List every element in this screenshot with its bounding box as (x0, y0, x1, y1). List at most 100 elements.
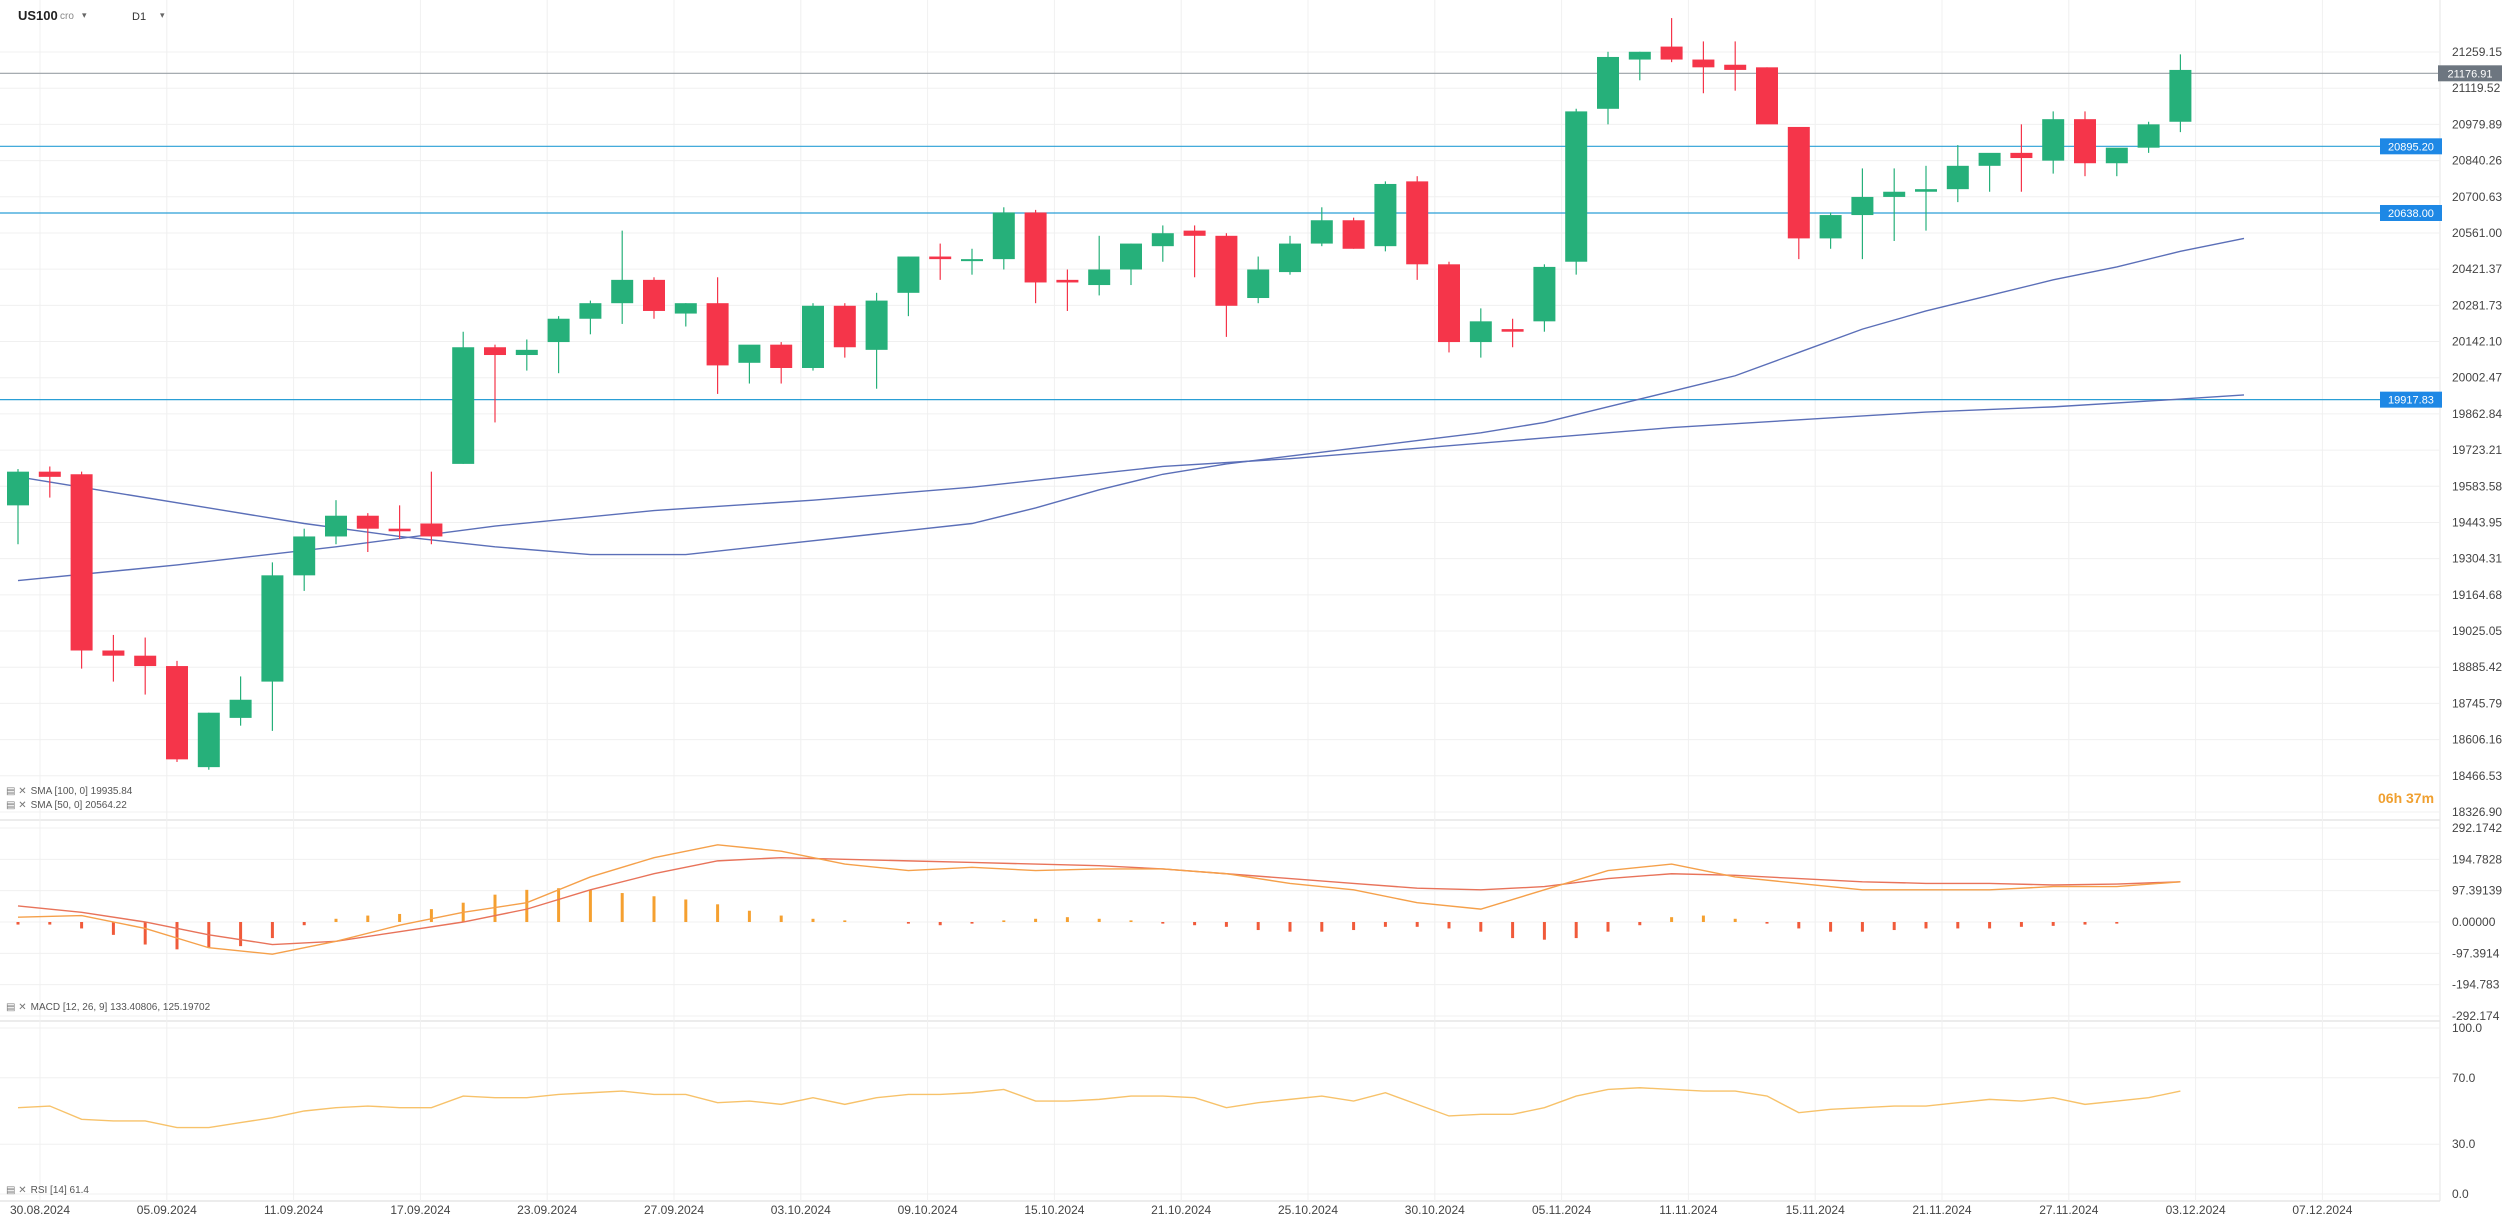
macd-y-tick-label: 0.00000 (2452, 915, 2496, 929)
candle-up (1978, 152, 2001, 166)
y-tick-label: 20840.26 (2452, 154, 2502, 168)
candle-down (1787, 126, 1810, 239)
candle-up (2137, 124, 2160, 148)
candle-down (2010, 152, 2033, 159)
y-tick-label: 20421.37 (2452, 262, 2502, 276)
candle-up (1851, 196, 1874, 216)
candle-down (1183, 230, 1206, 236)
legend-sma50[interactable]: ▤ ✕ SMA [50, 0] 20564.22 (6, 800, 127, 811)
candle-countdown: 06h 37m (2378, 790, 2435, 806)
candle-up (325, 515, 347, 537)
rsi-y-tick-label: 70.0 (2452, 1071, 2476, 1085)
y-axis: 21259.15 21119.52 20979.89 20840.26 20700.63… (2380, 45, 2502, 1201)
candle-down (166, 666, 188, 760)
legend-rsi[interactable]: ▤ ✕ RSI [14] 61.4 (6, 1185, 89, 1196)
y-tick-label: 18606.16 (2452, 733, 2502, 747)
macd-y-tick-label: 194.7828 (2452, 852, 2502, 866)
level-label-bg (2380, 138, 2442, 155)
candle-down (706, 303, 729, 366)
candle-down (70, 474, 93, 651)
y-tick-label: 20979.89 (2452, 117, 2502, 131)
candle-down (1056, 279, 1079, 283)
indicator-settings-icon[interactable]: ▤ ✕ (6, 1002, 27, 1013)
rsi-y-tick-label: 30.0 (2452, 1137, 2476, 1151)
indicator-settings-icon[interactable]: ▤ ✕ (6, 1185, 27, 1196)
x-tick-label: 09.10.2024 (898, 1203, 958, 1217)
candle-up (452, 347, 475, 464)
candle-up (197, 712, 220, 768)
y-tick-label: 18745.79 (2452, 696, 2502, 710)
candle-down (1215, 235, 1238, 306)
sma100-line (17, 394, 2245, 582)
candle-down (420, 523, 443, 537)
rsi-y-tick-label: 100.0 (2452, 1021, 2482, 1035)
candle-up (865, 300, 888, 350)
candle-up (1247, 269, 1270, 299)
sma50-line (17, 237, 2245, 556)
candle-up (1946, 165, 1969, 190)
x-tick-label: 05.11.2024 (1532, 1203, 1591, 1217)
x-tick-label: 03.10.2024 (771, 1203, 831, 1217)
legend-macd[interactable]: ▤ ✕ MACD [12, 26, 9] 133.40806, 125.19702 (6, 1002, 210, 1013)
candle-up (1469, 321, 1492, 343)
candle-up (1883, 191, 1906, 197)
timeframe-dropdown-icon[interactable]: ▾ (160, 10, 165, 20)
candle-up (1279, 243, 1301, 273)
macd-y-tick-label: -194.783 (2452, 978, 2500, 992)
candle-up (674, 303, 697, 314)
macd-y-tick-label: -97.3914 (2452, 946, 2500, 960)
candle-up (1565, 111, 1588, 262)
candle-down (1660, 46, 1683, 60)
candle-up (579, 303, 602, 319)
legend-sma100[interactable]: ▤ ✕ SMA [100, 0] 19935.84 (6, 786, 132, 797)
y-tick-label: 19304.31 (2452, 552, 2502, 566)
candle-up (611, 279, 634, 304)
y-tick-label: 21259.15 (2452, 45, 2502, 59)
x-tick-label: 25.10.2024 (1278, 1203, 1338, 1217)
indicator-settings-icon[interactable]: ▤ ✕ (6, 786, 27, 797)
timeframe-selector[interactable]: D1 (132, 11, 147, 23)
legend-sma100-label: SMA [100, 0] 19935.84 (30, 786, 133, 797)
candle-up (738, 344, 761, 363)
y-tick-label: 19164.68 (2452, 588, 2502, 602)
x-tick-label: 21.10.2024 (1151, 1203, 1211, 1217)
y-tick-label: 20281.73 (2452, 298, 2502, 312)
candle-down (484, 347, 506, 356)
current-price-label-bg (2438, 65, 2502, 82)
symbol-subtitle: cro (60, 11, 74, 22)
rsi-line (17, 1087, 2181, 1129)
symbol-name[interactable]: US100 (18, 8, 58, 23)
x-tick-label: 23.09.2024 (517, 1203, 577, 1217)
candle-down (1501, 329, 1524, 332)
x-tick-label: 30.10.2024 (1405, 1203, 1465, 1217)
candle-up (1819, 215, 1842, 239)
candle-up (547, 318, 570, 343)
y-tick-label: 18885.42 (2452, 660, 2502, 674)
candle-up (802, 305, 824, 368)
candle-up (961, 259, 983, 262)
x-tick-label: 27.11.2024 (2039, 1203, 2098, 1217)
level-label: 19917.83 (2388, 395, 2434, 407)
x-tick-label: 30.08.2024 (10, 1203, 70, 1217)
candle-up (1374, 183, 1397, 247)
symbol-dropdown-icon[interactable]: ▾ (82, 10, 87, 20)
candle-up (1915, 189, 1937, 192)
legend-macd-label: MACD [12, 26, 9] 133.40806, 125.19702 (30, 1002, 211, 1013)
y-tick-label: 20700.63 (2452, 190, 2502, 204)
legend-rsi-label: RSI [14] 61.4 (30, 1185, 89, 1196)
level-label: 20895.20 (2388, 141, 2434, 153)
candle-up (1151, 233, 1174, 247)
candle-down (1342, 220, 1365, 249)
x-axis: 30.08.2024 05.09.2024 11.09.2024 17.09.2024… (10, 1203, 2353, 1217)
legend-sma50-label: SMA [50, 0] 20564.22 (30, 800, 127, 811)
candle-down (929, 256, 952, 260)
level-label-bg (2380, 391, 2442, 408)
candle-down (1756, 67, 1778, 125)
candle-down (388, 528, 411, 532)
macd-pane (16, 844, 2181, 955)
macd-y-tick-label: 97.39139 (2452, 884, 2502, 898)
x-tick-label: 21.11.2024 (1912, 1203, 1971, 1217)
x-tick-label: 07.12.2024 (2292, 1203, 2352, 1217)
indicator-settings-icon[interactable]: ▤ ✕ (6, 800, 27, 811)
